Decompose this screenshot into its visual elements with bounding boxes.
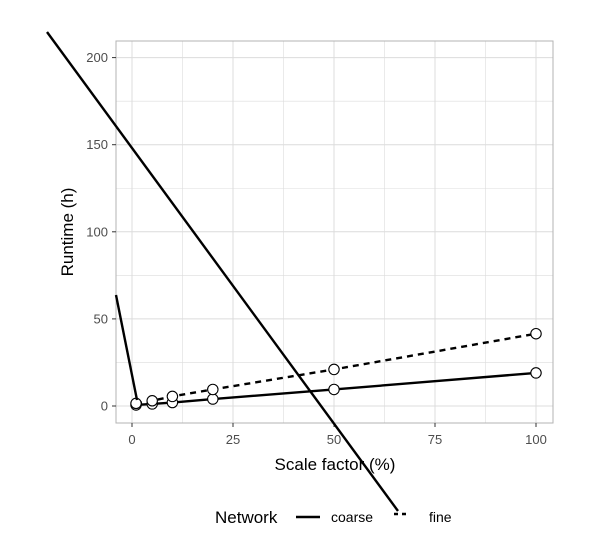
legend-key-artifacts	[46, 31, 399, 512]
y-axis-title: Runtime (h)	[58, 188, 77, 277]
data-point-fine	[207, 383, 219, 396]
legend-label-fine: fine	[429, 509, 452, 525]
data-point-coarse	[530, 367, 542, 379]
x-tick-label: 50	[327, 432, 341, 447]
data-point-coarse	[328, 383, 340, 396]
x-tick-label: 75	[428, 432, 442, 447]
y-tick-label: 200	[86, 50, 108, 65]
data-point-fine	[328, 363, 340, 376]
data-point-fine	[146, 395, 158, 407]
legend-label-coarse: coarse	[331, 509, 373, 525]
x-tick-label: 0	[128, 432, 135, 447]
x-tick-label: 25	[226, 432, 240, 447]
grid	[116, 41, 553, 423]
y-axis-ticks: 0 50 100 150 200	[86, 50, 116, 414]
y-tick-label: 0	[101, 399, 108, 414]
x-axis-title: Scale factor (%)	[275, 455, 396, 474]
y-tick-label: 50	[94, 311, 108, 326]
data-point-fine	[530, 327, 542, 340]
stray-line-long	[46, 31, 399, 512]
legend: Network coarse fine	[215, 508, 452, 527]
stray-line-short	[114, 294, 139, 401]
legend-title: Network	[215, 508, 278, 527]
x-tick-label: 100	[525, 432, 547, 447]
y-tick-label: 150	[86, 137, 108, 152]
data-point-coarse	[207, 393, 219, 405]
y-tick-label: 100	[86, 224, 108, 239]
data-point-fine	[166, 390, 179, 403]
points-layer	[130, 327, 542, 411]
